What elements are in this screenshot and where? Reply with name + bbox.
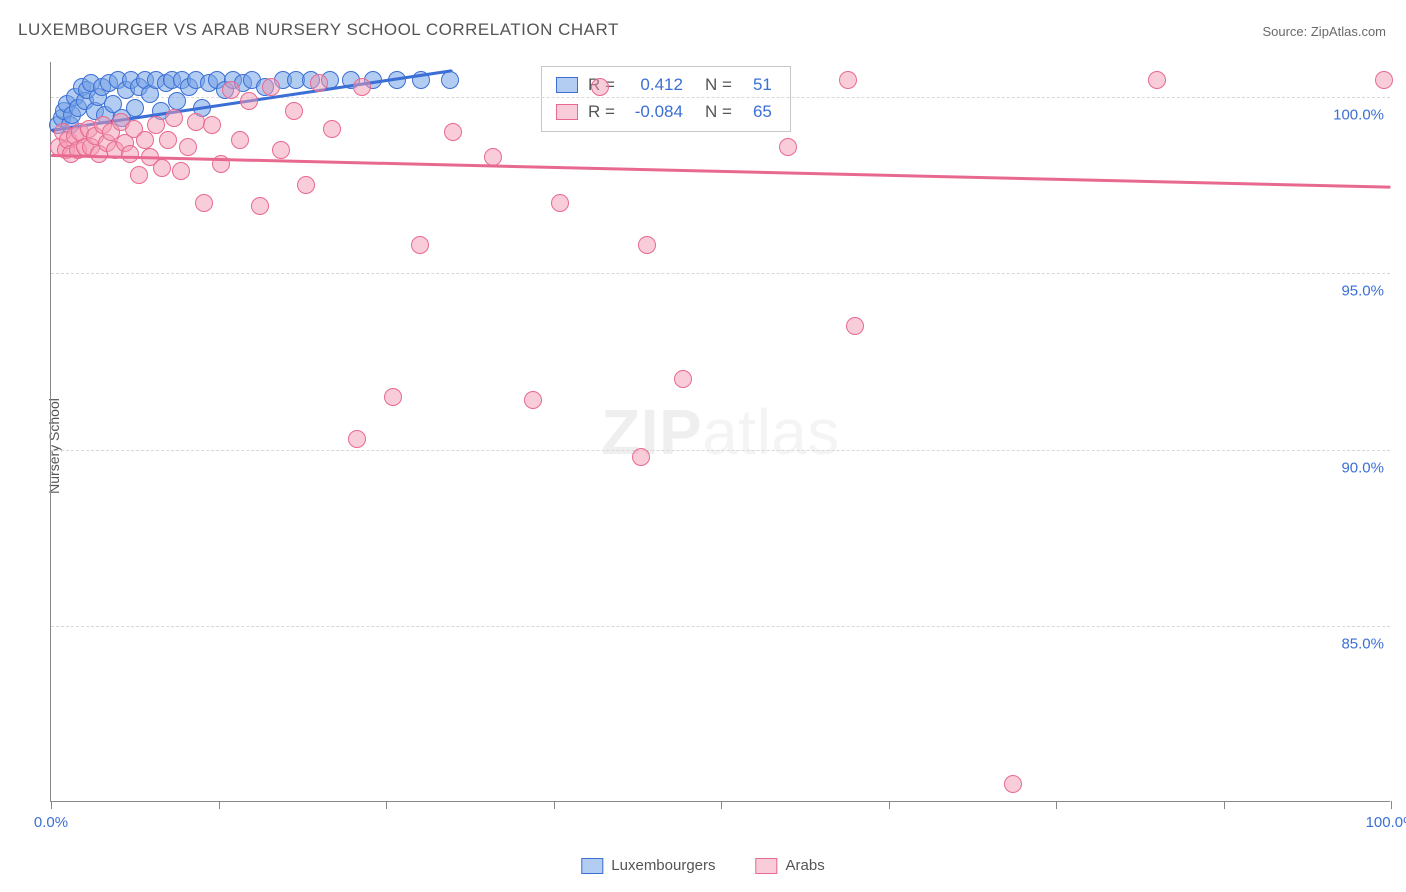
scatter-point (172, 162, 190, 180)
scatter-point (551, 194, 569, 212)
stats-r-label: R = (588, 98, 615, 125)
x-tick (386, 801, 387, 809)
scatter-point (272, 141, 290, 159)
scatter-point (165, 109, 183, 127)
stats-n-value: 65 (742, 98, 772, 125)
scatter-point (203, 116, 221, 134)
x-tick-label: 100.0% (1366, 814, 1406, 831)
scatter-point (130, 166, 148, 184)
scatter-point (195, 194, 213, 212)
scatter-point (411, 236, 429, 254)
x-tick (219, 801, 220, 809)
scatter-point (384, 388, 402, 406)
x-tick (721, 801, 722, 809)
x-tick (1391, 801, 1392, 809)
x-tick-label: 0.0% (34, 814, 68, 831)
stats-r-value: 0.412 (625, 71, 683, 98)
watermark-light: atlas (702, 396, 840, 468)
scatter-point (444, 123, 462, 141)
scatter-point (231, 131, 249, 149)
x-tick (1224, 801, 1225, 809)
trend-line (51, 154, 1391, 189)
legend-swatch (581, 858, 603, 874)
y-tick-label: 85.0% (1341, 635, 1384, 652)
scatter-point (348, 430, 366, 448)
stats-row: R =0.412N =51 (556, 71, 772, 98)
scatter-point (168, 92, 186, 110)
x-tick (1056, 801, 1057, 809)
scatter-point (524, 391, 542, 409)
stats-box: R = 0.412 N = 51R = -0.084 N = 65 (541, 66, 791, 132)
scatter-point (285, 102, 303, 120)
plot-area: ZIPatlas R = 0.412 N = 51R = -0.084 N = 65 85.… (50, 62, 1390, 802)
grid-line (51, 273, 1390, 274)
scatter-point (126, 99, 144, 117)
scatter-point (251, 197, 269, 215)
legend-item: Arabs (756, 857, 825, 874)
legend-label: Luxembourgers (611, 857, 715, 874)
scatter-point (159, 131, 177, 149)
scatter-point (187, 113, 205, 131)
y-tick-label: 90.0% (1341, 459, 1384, 476)
scatter-point (262, 78, 280, 96)
scatter-point (297, 176, 315, 194)
y-tick-label: 100.0% (1333, 107, 1384, 124)
legend-swatch (556, 104, 578, 120)
stats-n-value: 51 (742, 71, 772, 98)
scatter-point (779, 138, 797, 156)
scatter-point (1375, 71, 1393, 89)
scatter-point (222, 81, 240, 99)
scatter-point (1004, 775, 1022, 793)
scatter-point (839, 71, 857, 89)
source-label: Source: ZipAtlas.com (1262, 24, 1386, 39)
chart-title: LUXEMBOURGER VS ARAB NURSERY SCHOOL CORR… (18, 20, 619, 40)
watermark-bold: ZIP (601, 396, 702, 468)
x-tick (51, 801, 52, 809)
scatter-point (240, 92, 258, 110)
scatter-point (323, 120, 341, 138)
stats-n-label: N = (705, 71, 732, 98)
legend-swatch (756, 858, 778, 874)
scatter-point (638, 236, 656, 254)
scatter-point (674, 370, 692, 388)
stats-r-value: -0.084 (625, 98, 683, 125)
grid-line (51, 450, 1390, 451)
x-tick (554, 801, 555, 809)
bottom-legend: Luxembourgers Arabs (581, 857, 824, 874)
scatter-point (632, 448, 650, 466)
legend-swatch (556, 77, 578, 93)
scatter-point (353, 78, 371, 96)
legend-label: Arabs (786, 857, 825, 874)
x-tick (889, 801, 890, 809)
scatter-point (591, 78, 609, 96)
scatter-point (846, 317, 864, 335)
stats-row: R = -0.084 N = 65 (556, 98, 772, 125)
stats-n-label: N = (705, 98, 732, 125)
scatter-point (179, 138, 197, 156)
chart-container: LUXEMBOURGER VS ARAB NURSERY SCHOOL CORR… (0, 0, 1406, 892)
grid-line (51, 626, 1390, 627)
y-tick-label: 95.0% (1341, 283, 1384, 300)
legend-item: Luxembourgers (581, 857, 715, 874)
scatter-point (153, 159, 171, 177)
scatter-point (1148, 71, 1166, 89)
scatter-point (121, 145, 139, 163)
scatter-point (310, 74, 328, 92)
